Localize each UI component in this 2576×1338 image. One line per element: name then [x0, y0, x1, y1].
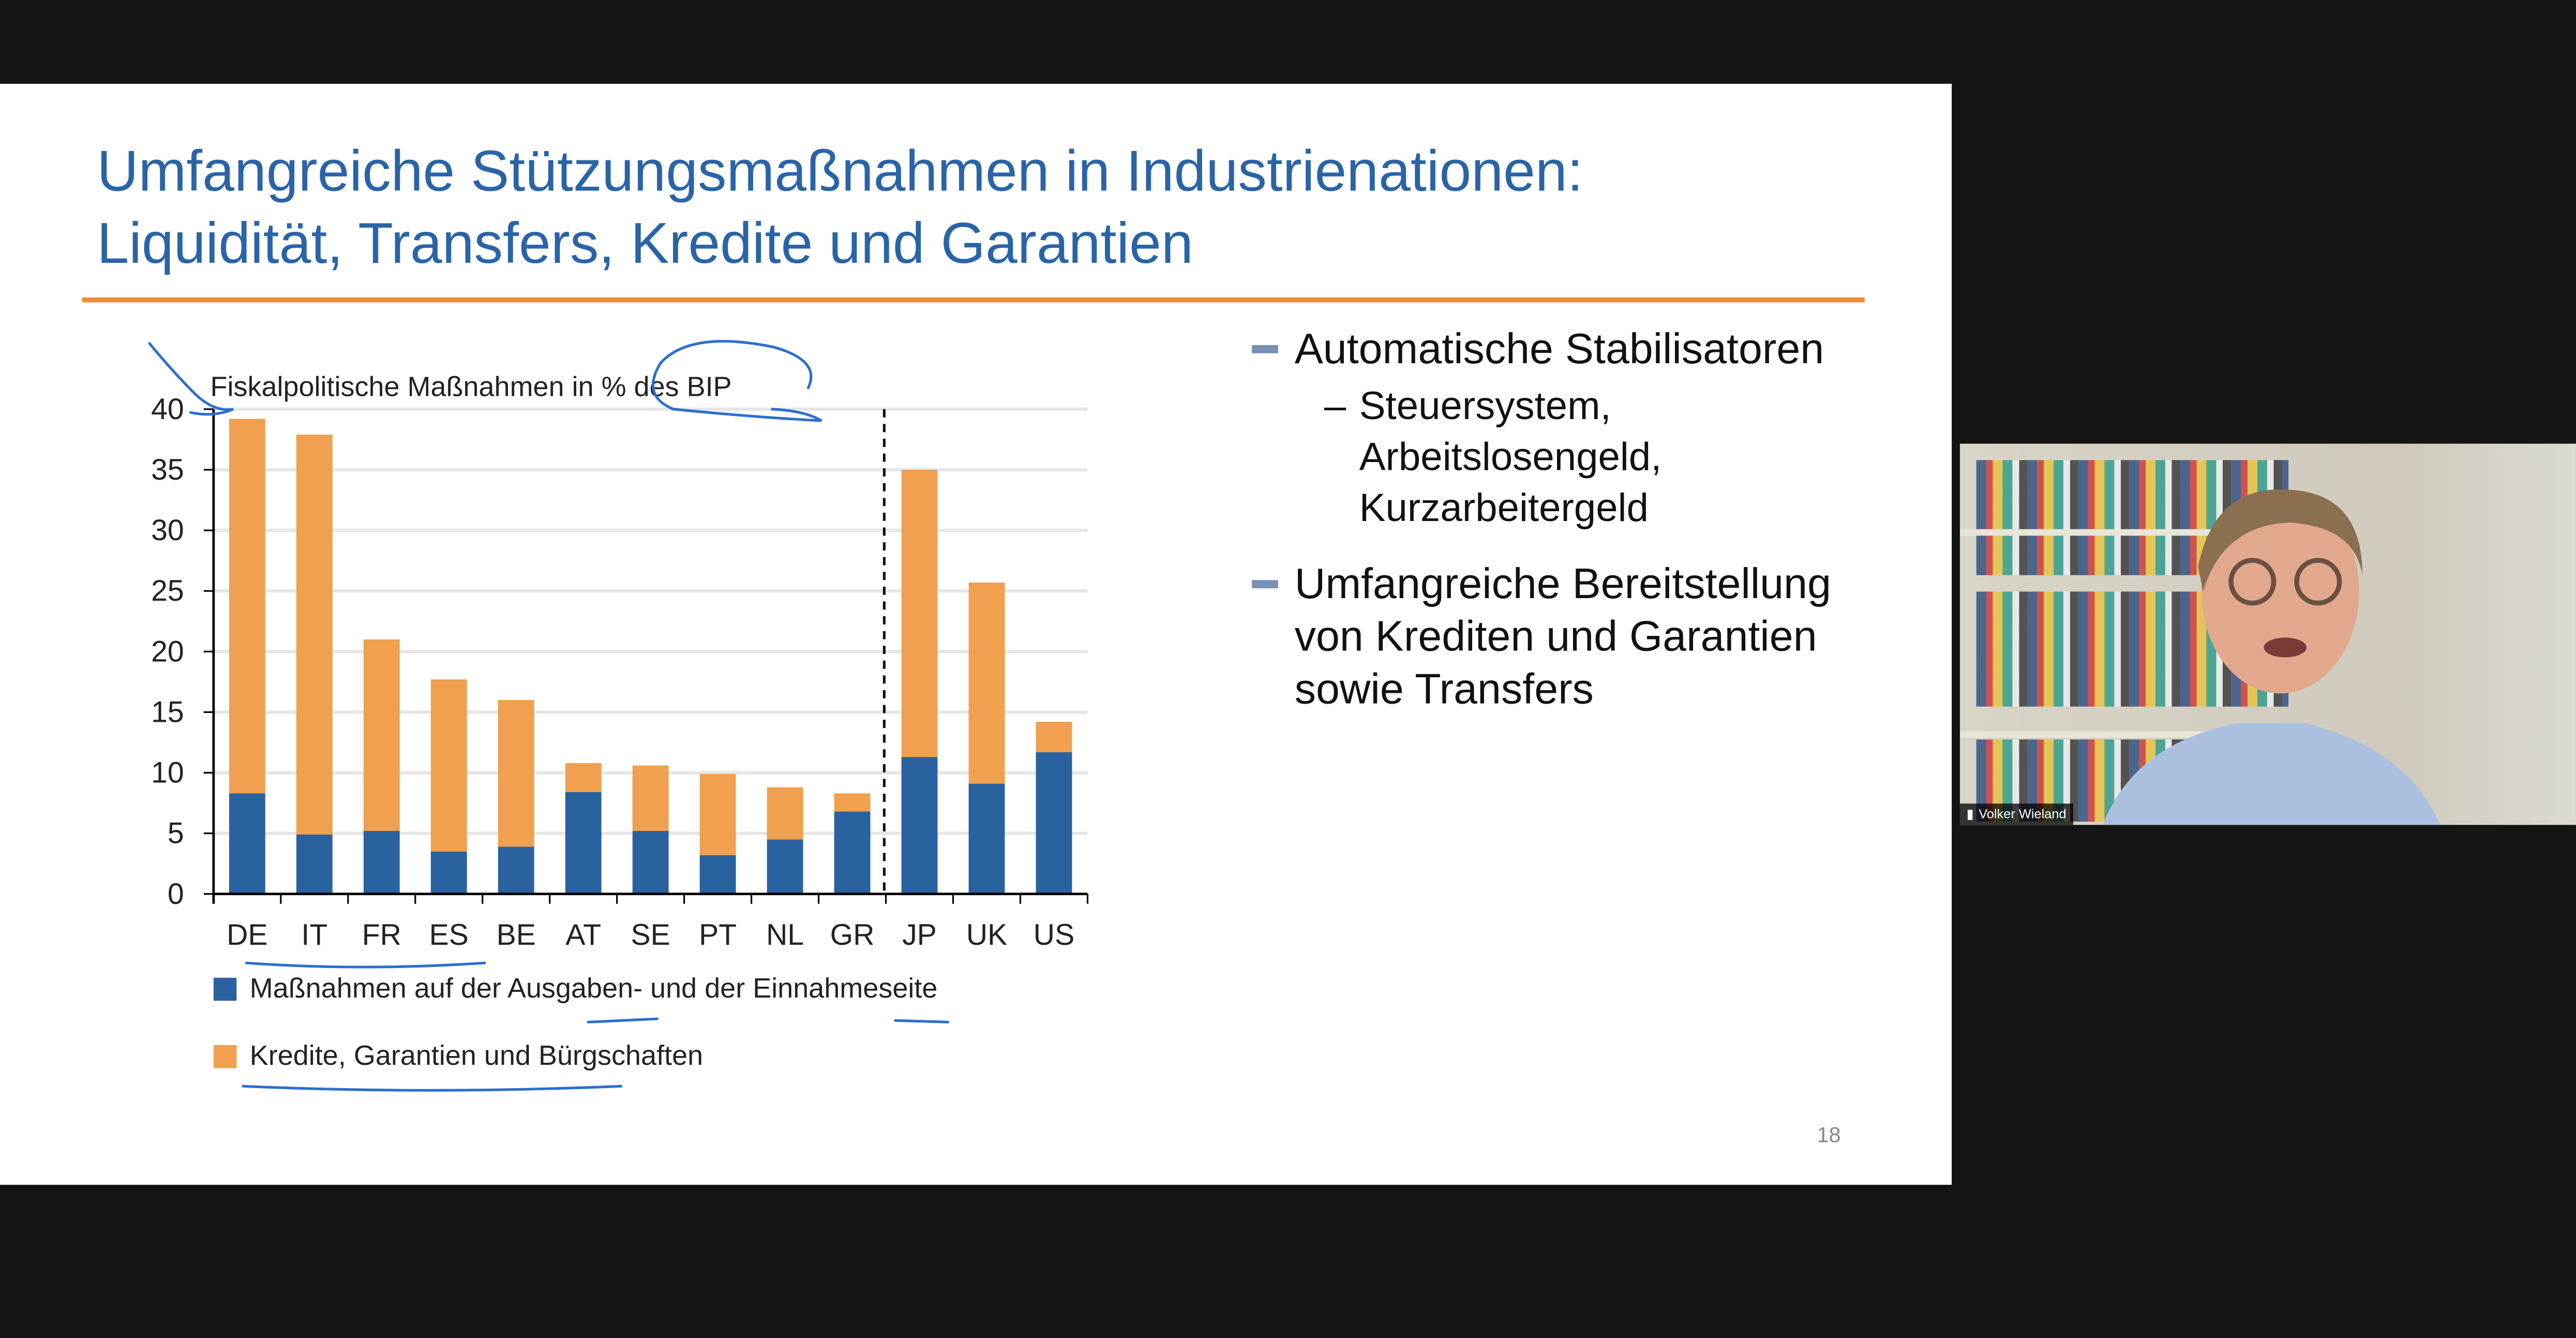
bar-segment-at-kredite: [565, 763, 602, 792]
bar-segment-pt-kredite: [699, 774, 736, 855]
bar-segment-at-ausgaben: [565, 792, 602, 894]
x-tick-label: BE: [497, 918, 536, 952]
bullet-text: Automatische Stabilisatoren: [1294, 323, 1824, 373]
bullet-list: Automatische Stabilisatoren – Steuersyste…: [1252, 322, 1894, 721]
stacked-bar-chart: Fiskalpolitische Maßnahmen in % des BIP 0…: [151, 371, 1089, 952]
bar-segment-it-kredite: [296, 435, 333, 835]
bar-segment-es-kredite: [430, 679, 467, 852]
x-tick-label: UK: [966, 918, 1007, 952]
y-tick-label: 5: [168, 817, 184, 850]
page-number: 18: [1817, 1122, 1841, 1147]
y-tick-label: 30: [151, 514, 184, 547]
y-tick-label: 0: [168, 878, 184, 911]
bar-segment-us-ausgaben: [1036, 752, 1072, 894]
title-divider: [82, 297, 1865, 303]
y-tick-label: 35: [151, 453, 184, 486]
x-tick-label: US: [1034, 918, 1074, 952]
legend-item-orange: Kredite, Garantien und Bürgschaften: [213, 1040, 703, 1073]
slide-title: Umfangreiche Stützungsmaßnahmen in Indus…: [97, 137, 1583, 281]
bar-segment-it-ausgaben: [296, 834, 333, 894]
legend-swatch-orange: [213, 1045, 237, 1068]
bar-segment-fr-ausgaben: [363, 830, 400, 894]
bar-segment-se-kredite: [632, 765, 669, 831]
bar-segment-be-kredite: [498, 700, 534, 847]
participant-video-tile[interactable]: ▮ Volker Wieland: [1959, 443, 2576, 825]
signal-strength-icon: ▮: [1966, 807, 1974, 822]
bar-segment-de-ausgaben: [229, 793, 265, 894]
bar-segment-us-kredite: [1036, 722, 1072, 752]
y-tick-label: 15: [151, 695, 184, 729]
bullet-item: Automatische Stabilisatoren: [1252, 322, 1894, 375]
sub-bullet: – Steuersystem, Arbeitslosengeld, Kurzarbei…: [1324, 381, 1894, 534]
legend-label: Maßnahmen auf der Ausgaben- und der Einn…: [249, 973, 938, 1004]
y-tick-label: 10: [151, 756, 184, 790]
bar-segment-uk-ausgaben: [968, 783, 1005, 894]
bar-segment-fr-kredite: [363, 639, 400, 831]
title-line-2: Liquidität, Transfers, Kredite und Garan…: [97, 212, 1193, 276]
bar-segment-jp-ausgaben: [901, 757, 938, 894]
sub-line: Kurzarbeitergeld: [1359, 486, 1649, 531]
sub-line: Steuersystem,: [1359, 384, 1611, 429]
x-tick-label: ES: [429, 918, 469, 952]
bar-segment-nl-ausgaben: [767, 839, 803, 894]
bar-segment-es-ausgaben: [430, 851, 467, 894]
sub-bullet-text: Steuersystem, Arbeitslosengeld, Kurzarbeit…: [1359, 381, 1662, 534]
sub-dash-icon: –: [1324, 384, 1346, 429]
bullet-dash-icon: [1252, 580, 1278, 589]
bullet-text: Umfangreiche Bereitstellung von Krediten…: [1294, 558, 1832, 713]
legend-item-blue: Maßnahmen auf der Ausgaben- und der Einn…: [213, 973, 938, 1006]
bar-segment-jp-kredite: [901, 469, 938, 757]
bar-segment-gr-ausgaben: [834, 811, 871, 894]
x-tick-label: GR: [830, 918, 875, 952]
participant-name-label: ▮ Volker Wieland: [1959, 804, 2073, 825]
x-tick-label: FR: [362, 918, 401, 952]
legend-label: Kredite, Garantien und Bürgschaften: [249, 1040, 703, 1072]
bar-segment-uk-kredite: [968, 582, 1005, 784]
bar-segment-se-ausgaben: [632, 830, 669, 894]
x-tick-label: DE: [227, 918, 267, 952]
title-line-1: Umfangreiche Stützungsmaßnahmen in Indus…: [97, 139, 1583, 204]
x-tick-label: PT: [699, 918, 737, 952]
x-tick-label: SE: [631, 918, 670, 952]
bullet-dash-icon: [1252, 345, 1278, 353]
bar-segment-pt-ausgaben: [699, 855, 736, 894]
y-tick-label: 25: [151, 574, 184, 607]
sub-line: Arbeitslosengeld,: [1359, 435, 1662, 480]
bar-segment-be-ausgaben: [498, 846, 534, 894]
y-tick-label: 20: [151, 635, 184, 668]
x-tick-label: NL: [766, 918, 804, 952]
bar-segment-gr-kredite: [834, 793, 871, 812]
legend-swatch-blue: [213, 977, 237, 1001]
presentation-slide: Umfangreiche Stützungsmaßnahmen in Indus…: [0, 83, 1952, 1185]
participant-person-image: [2103, 489, 2440, 825]
x-tick-label: JP: [902, 918, 937, 952]
x-tick-label: AT: [565, 918, 601, 952]
y-tick-label: 40: [151, 393, 184, 426]
bullet-item: Umfangreiche Bereitstellung von Krediten…: [1252, 557, 1894, 715]
x-tick-label: IT: [301, 918, 327, 952]
participant-name: Volker Wieland: [1979, 807, 2066, 822]
chart-title: Fiskalpolitische Maßnahmen in % des BIP: [211, 371, 732, 402]
bar-segment-nl-kredite: [767, 787, 803, 840]
bar-segment-de-kredite: [229, 419, 265, 794]
